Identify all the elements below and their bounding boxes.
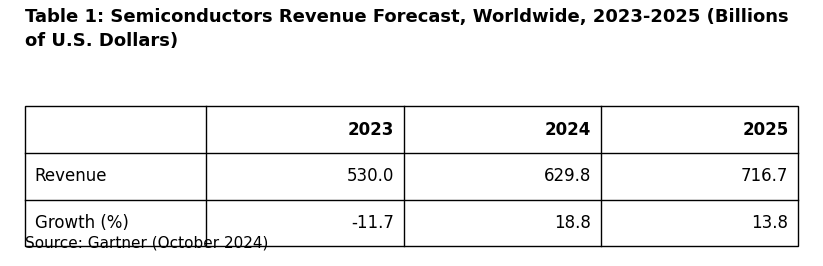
Text: 2023: 2023 (347, 121, 394, 139)
Text: Table 1: Semiconductors Revenue Forecast, Worldwide, 2023-2025 (Billions
of U.S.: Table 1: Semiconductors Revenue Forecast… (25, 8, 788, 49)
Text: 716.7: 716.7 (741, 167, 788, 185)
Text: Source: Gartner (October 2024): Source: Gartner (October 2024) (25, 235, 268, 250)
Text: Growth (%): Growth (%) (35, 214, 128, 232)
Text: 2024: 2024 (545, 121, 591, 139)
Text: -11.7: -11.7 (351, 214, 394, 232)
Text: Revenue: Revenue (35, 167, 107, 185)
Text: 530.0: 530.0 (346, 167, 394, 185)
Text: 2025: 2025 (742, 121, 788, 139)
Text: 629.8: 629.8 (544, 167, 591, 185)
Text: 18.8: 18.8 (554, 214, 591, 232)
Bar (25, 106, 798, 246)
Text: 13.8: 13.8 (751, 214, 788, 232)
